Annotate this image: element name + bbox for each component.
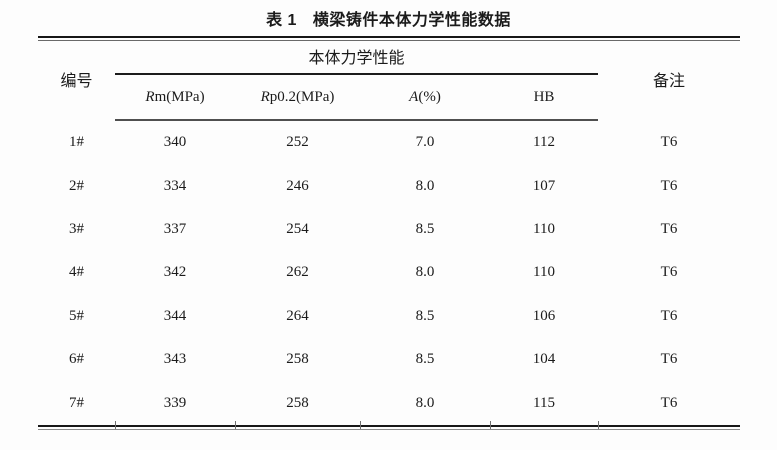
column-tick [598,420,599,429]
column-group-header: 本体力学性能 [115,37,599,75]
cell-rm: 342 [163,264,187,281]
table-area: 编号 本体力学性能 备注 Rm(MPa) Rp0.2(MPa) A(%) HB … [38,36,741,430]
cell-remark: T6 [660,177,678,194]
column-header-rp02: Rp0.2(MPa) [235,74,360,121]
table-row: 6# 343 258 8.5 104 T6 [38,338,740,381]
table-row: 3# 337 254 8.5 110 T6 [38,208,740,251]
column-tick [360,420,361,429]
table-number: 表 1 [266,12,297,29]
cell-hb: 106 [532,307,556,324]
cell-rp02: 258 [286,351,309,368]
cell-sample-id: 1# [69,133,84,150]
bottom-rule-echo-line [38,428,740,430]
cell-rp02: 262 [286,264,309,281]
column-tick [490,420,491,429]
cell-rm: 339 [163,394,187,411]
table-caption: 横梁铸件本体力学性能数据 [312,12,511,29]
table-row: 2# 334 246 8.0 107 T6 [38,164,740,207]
cell-remark: T6 [660,264,678,281]
cell-sample-id: 2# [69,177,84,194]
cell-rp02: 252 [286,134,309,151]
symbol-italic: A [409,88,419,105]
table-title: 表 1 横梁铸件本体力学性能数据 [0,6,777,30]
cell-rm: 334 [163,177,187,194]
symbol-italic: R [145,88,155,105]
cell-sample-id: 7# [69,394,84,411]
cell-rm: 344 [163,307,187,324]
top-rule-echo-line [38,40,740,41]
cell-a: 8.5 [415,220,435,237]
column-tick [115,420,116,429]
cell-sample-id: 3# [69,220,84,237]
cell-a: 8.0 [415,177,435,194]
cell-hb: 115 [533,394,555,411]
table-row: 7# 339 258 8.0 115 T6 [38,381,740,425]
cell-hb: 110 [533,264,555,281]
table-row: 1# 340 252 7.0 112 T6 [38,120,740,164]
column-tick [235,420,236,429]
cell-a: 8.5 [415,351,435,368]
cell-rp02: 264 [286,307,309,324]
cell-a: 8.0 [415,394,435,411]
column-header-id: 编号 [60,73,93,90]
column-header-remark: 备注 [653,73,686,90]
cell-a: 8.0 [415,264,435,281]
header-row-sub: Rm(MPa) Rp0.2(MPa) A(%) HB [38,74,740,121]
mechanical-properties-table: 编号 本体力学性能 备注 Rm(MPa) Rp0.2(MPa) A(%) HB … [38,36,741,427]
cell-hb: 104 [532,351,556,368]
table-row: 5# 344 264 8.5 106 T6 [38,295,740,338]
cell-remark: T6 [660,307,678,324]
column-header-hb: HB [490,74,599,121]
cell-rm: 337 [163,220,187,237]
cell-sample-id: 4# [69,264,84,281]
cell-rm: 340 [163,134,187,151]
cell-remark: T6 [660,220,678,237]
cell-remark: T6 [660,351,678,368]
cell-sample-id: 6# [69,351,84,368]
cell-hb: 112 [533,134,555,151]
cell-remark: T6 [660,394,678,411]
table-row: 4# 342 262 8.0 110 T6 [38,251,740,294]
cell-remark: T6 [660,133,678,150]
cell-rp02: 246 [286,177,309,194]
cell-hb: 107 [532,177,556,194]
column-header-a: A(%) [360,74,490,121]
cell-rp02: 258 [286,394,309,411]
cell-rm: 343 [163,351,187,368]
symbol-italic: R [260,88,270,105]
column-header-rm: Rm(MPa) [115,74,235,121]
cell-a: 8.5 [415,307,435,324]
cell-hb: 110 [533,220,555,237]
cell-a: 7.0 [415,134,435,151]
cell-rp02: 254 [286,220,309,237]
cell-sample-id: 5# [69,307,84,324]
header-row-group: 编号 本体力学性能 备注 [38,37,740,90]
